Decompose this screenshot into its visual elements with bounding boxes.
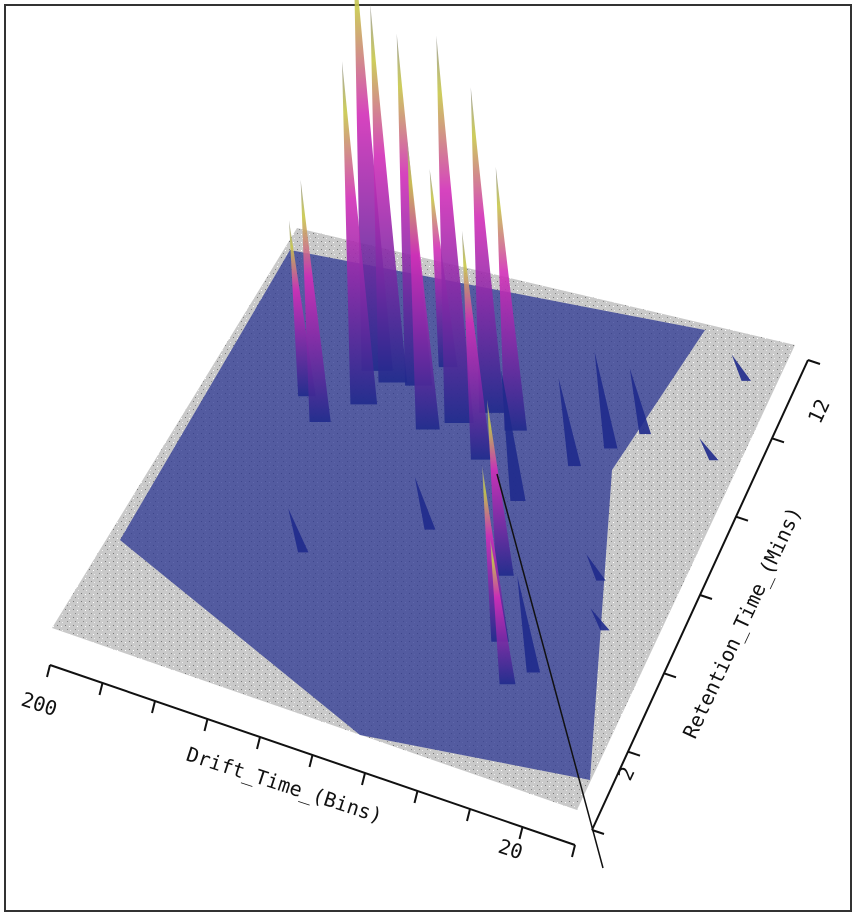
x-tick-8 [466, 808, 471, 822]
y-tick-3 [699, 594, 713, 600]
x-tick-label-200: 200 [18, 687, 60, 721]
x-tick-3 [203, 718, 209, 732]
peak-15 [461, 230, 492, 460]
peak-layer [288, 0, 751, 685]
x-tick-label-20: 20 [495, 834, 525, 864]
peak-22 [288, 508, 309, 553]
y-axis-ticks [591, 359, 821, 835]
x-tick-7 [413, 790, 419, 804]
x-tick-2 [151, 700, 156, 714]
peak-11 [342, 61, 378, 405]
y-tick-5 [771, 437, 785, 444]
y-tick-0 [591, 829, 605, 835]
x-axis-ticks [46, 664, 576, 858]
peak-19 [414, 476, 436, 530]
peak-25 [490, 539, 516, 685]
x-tick-9 [518, 826, 524, 840]
y-tick-6 [807, 359, 821, 365]
reference-trace [496, 473, 604, 869]
peak-17 [501, 369, 526, 502]
peak-21 [590, 608, 610, 631]
peak-24 [517, 575, 541, 673]
peak-8 [594, 351, 618, 449]
peak-7 [470, 87, 506, 413]
signal-region [120, 250, 705, 780]
x-tick-1 [98, 682, 104, 696]
peak-2 [629, 368, 652, 435]
x-tick-5 [308, 754, 314, 768]
peak-16 [300, 180, 331, 423]
x-tick-0 [46, 664, 51, 678]
peak-12 [558, 378, 581, 467]
y-tick-4 [735, 515, 749, 522]
peak-10 [436, 35, 474, 423]
x-axis-title: Drift_Time_(Bins) [183, 742, 385, 828]
y-tick-label-2: 2 [613, 763, 640, 784]
peak-4 [699, 438, 719, 461]
y-tick-1 [627, 750, 641, 757]
peak-6 [370, 4, 408, 383]
x-tick-4 [256, 736, 261, 750]
y-tick-2 [663, 672, 677, 679]
peak-23 [482, 465, 509, 642]
peak-18 [586, 554, 606, 581]
peak-13 [407, 139, 440, 430]
x-tick-6 [361, 772, 366, 786]
y-tick-label-12: 12 [803, 395, 835, 427]
peak-9 [495, 166, 527, 431]
x-tick-10 [571, 844, 576, 858]
peak-0 [731, 354, 751, 381]
